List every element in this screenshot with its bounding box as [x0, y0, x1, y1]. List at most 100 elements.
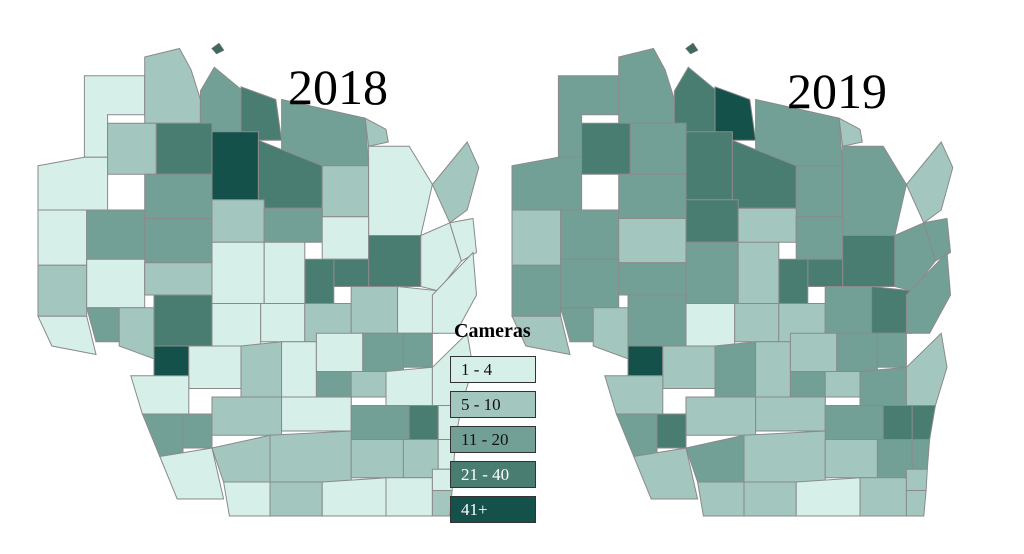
county-polygon	[269, 481, 323, 517]
county-polygon	[408, 405, 439, 440]
county-polygon	[211, 131, 259, 201]
county-polygon	[304, 258, 335, 304]
county-polygon	[673, 66, 716, 133]
county-polygon	[685, 303, 736, 347]
county-polygon	[842, 145, 907, 236]
legend-item: 21 - 40	[450, 457, 580, 492]
county-polygon	[511, 209, 562, 266]
county-polygon	[618, 262, 687, 296]
county-polygon	[211, 396, 283, 436]
county-polygon	[905, 332, 948, 406]
county-polygon	[263, 207, 323, 243]
county-polygon	[629, 122, 687, 175]
county-polygon	[685, 199, 739, 243]
county-polygon	[795, 165, 844, 218]
county-polygon	[420, 222, 462, 292]
legend-swatch: 1 - 4	[450, 356, 536, 383]
county-polygon	[321, 477, 387, 517]
county-polygon	[402, 332, 433, 368]
county-polygon	[315, 332, 364, 372]
county-polygon	[627, 345, 664, 377]
county-polygon	[223, 481, 271, 517]
map-title-2019: 2019	[787, 63, 887, 119]
island-shape	[685, 42, 699, 55]
county-polygon	[431, 141, 480, 224]
county-polygon	[923, 217, 952, 262]
county-polygon	[260, 303, 306, 343]
county-polygon	[153, 345, 190, 377]
county-polygon	[350, 439, 404, 479]
county-polygon	[211, 303, 262, 347]
county-polygon	[37, 315, 97, 356]
county-polygon	[737, 241, 780, 304]
county-polygon	[894, 222, 936, 292]
county-polygon	[350, 286, 399, 334]
county-polygon	[824, 286, 873, 334]
county-polygon	[511, 264, 562, 317]
county-polygon	[714, 341, 757, 398]
county-polygon	[240, 341, 283, 398]
county-polygon	[789, 332, 838, 372]
legend-title: Cameras	[454, 320, 531, 342]
county-polygon	[778, 258, 809, 304]
county-polygon	[37, 264, 88, 317]
county-polygon	[155, 122, 213, 175]
county-polygon	[211, 241, 265, 304]
legend-item: 41+	[450, 492, 580, 527]
county-polygon	[662, 345, 716, 389]
county-polygon	[743, 430, 826, 483]
county-polygon	[755, 396, 826, 432]
county-polygon	[807, 258, 844, 287]
county-polygon	[364, 117, 389, 147]
county-polygon	[905, 490, 927, 517]
legend-label: 1 - 4	[461, 360, 493, 379]
county-polygon	[627, 294, 687, 347]
county-polygon	[685, 396, 757, 436]
county-polygon	[159, 447, 225, 500]
county-polygon	[859, 366, 907, 406]
legend-swatch: 41+	[450, 496, 536, 523]
legend-label: 11 - 20	[461, 430, 509, 449]
county-polygon	[281, 396, 352, 432]
county-polygon	[350, 371, 387, 398]
county-polygon	[321, 216, 370, 260]
county-polygon	[350, 405, 410, 440]
county-polygon	[618, 173, 687, 219]
county-polygon	[188, 345, 242, 389]
county-polygon	[685, 131, 733, 201]
county-polygon	[824, 371, 861, 398]
county-polygon	[511, 156, 583, 211]
county-polygon	[859, 477, 907, 517]
county-polygon	[656, 413, 687, 449]
county-polygon	[118, 307, 155, 360]
county-polygon	[37, 209, 88, 266]
county-polygon	[431, 251, 478, 334]
county-polygon	[263, 241, 306, 304]
county-polygon	[333, 258, 370, 287]
legend-swatch: 11 - 20	[450, 426, 536, 453]
legend-label: 5 - 10	[461, 395, 501, 414]
county-polygon	[911, 405, 936, 440]
county-polygon	[592, 307, 629, 360]
county-polygon	[199, 66, 242, 133]
county-polygon	[511, 315, 571, 356]
map-2018	[37, 42, 480, 517]
county-polygon	[86, 209, 146, 260]
county-polygon	[911, 439, 931, 470]
county-polygon	[560, 209, 620, 260]
county-polygon	[795, 477, 861, 517]
legend-label: 41+	[461, 500, 488, 519]
county-polygon	[144, 47, 201, 124]
county-polygon	[615, 413, 658, 457]
county-polygon	[743, 481, 797, 517]
county-polygon	[633, 447, 699, 500]
county-polygon	[86, 258, 146, 309]
county-polygon	[604, 375, 664, 415]
county-polygon	[755, 341, 791, 398]
county-polygon	[905, 251, 952, 334]
legend-item: 11 - 20	[450, 422, 580, 457]
county-polygon	[685, 241, 739, 304]
county-polygon	[269, 430, 352, 483]
